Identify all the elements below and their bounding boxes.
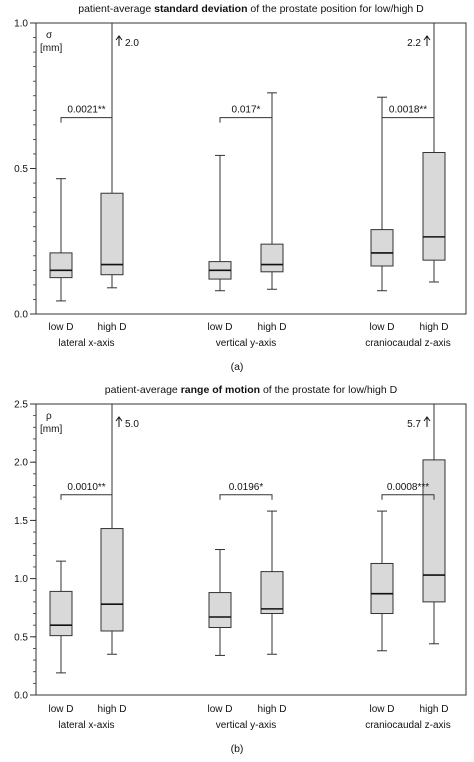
panel-label: (b) — [231, 743, 244, 755]
panel-label: (a) — [231, 361, 244, 373]
box-label: low D — [207, 704, 232, 715]
pvalue-bracket-0: 0.0021** — [60, 105, 113, 123]
pvalue-bracket-1: 0.017* — [219, 105, 273, 123]
box-label: high D — [420, 322, 449, 333]
chart-title-part-1: standard deviation — [154, 3, 247, 15]
box-label: high D — [98, 704, 127, 715]
box-label: low D — [207, 322, 232, 333]
y-tick-label: 1.0 — [14, 574, 28, 585]
box-label: low D — [369, 322, 394, 333]
box-label: high D — [420, 704, 449, 715]
box-0-1: 5.0 — [100, 404, 139, 655]
pvalue-label: 0.0010** — [67, 482, 105, 493]
box-iqr — [370, 562, 394, 615]
box-iqr — [49, 252, 73, 279]
box-1-1 — [260, 92, 284, 290]
box-iqr — [370, 229, 394, 267]
box-iqr — [100, 192, 124, 276]
box-iqr — [100, 528, 124, 632]
box-label: low D — [48, 322, 73, 333]
chart-title-part-2: of the prostate position for low/high D — [247, 3, 424, 15]
group-axis-label: vertical y-axis — [216, 338, 277, 349]
plot-frame — [35, 403, 467, 696]
box-label: low D — [369, 704, 394, 715]
y-axis-unit: [mm] — [40, 424, 62, 435]
box-0-0 — [49, 560, 73, 674]
y-tick-label: 0.5 — [14, 164, 28, 175]
box-2-1: 2.2 — [407, 23, 446, 283]
chart-title: patient-average range of motion of the p… — [105, 384, 398, 396]
chart-title-part-0: patient-average — [105, 384, 181, 396]
pvalue-label: 0.0021** — [67, 105, 105, 116]
box-iqr — [422, 459, 446, 603]
overflow-label: 2.0 — [125, 38, 139, 49]
pvalue-bracket-2: 0.0008*** — [381, 482, 435, 500]
pvalue-bracket-2: 0.0018** — [381, 105, 435, 123]
y-tick-label: 2.0 — [14, 458, 28, 469]
group-axis-label: lateral x-axis — [58, 720, 114, 731]
bracket-line — [381, 117, 435, 123]
y-tick-label: 2.5 — [14, 400, 28, 411]
box-1-0 — [208, 549, 232, 656]
box-0-1: 2.0 — [100, 23, 139, 289]
box-iqr — [422, 151, 446, 261]
pvalue-bracket-1: 0.0196* — [219, 482, 273, 500]
y-tick-label: 1.0 — [14, 19, 28, 30]
chart-title: patient-average standard deviation of th… — [78, 3, 424, 15]
overflow-arrow-icon — [423, 35, 431, 46]
box-iqr — [260, 571, 284, 615]
group-axis-label: lateral x-axis — [58, 338, 114, 349]
panel-a: patient-average standard deviation of th… — [14, 3, 467, 373]
chart-title-part-1: range of motion — [181, 384, 260, 396]
overflow-arrow-icon — [115, 416, 123, 427]
bracket-line — [60, 117, 113, 123]
bracket-line — [219, 117, 273, 123]
y-tick-label: 1.5 — [14, 516, 28, 527]
box-2-0 — [370, 96, 394, 292]
group-axis-label: craniocaudal z-axis — [365, 338, 451, 349]
y-axis-unit: [mm] — [40, 43, 62, 54]
y-tick-label: 0.0 — [14, 691, 28, 702]
box-2-0 — [370, 510, 394, 652]
overflow-label: 2.2 — [407, 38, 421, 49]
box-label: high D — [98, 322, 127, 333]
bracket-line — [381, 494, 435, 500]
overflow-label: 5.7 — [407, 419, 421, 430]
box-1-0 — [208, 154, 232, 292]
box-label: low D — [48, 704, 73, 715]
panel-b: patient-average range of motion of the p… — [14, 384, 467, 755]
box-iqr — [260, 243, 284, 273]
chart-title-part-2: of the prostate for low/high D — [260, 384, 398, 396]
chart-title-part-0: patient-average — [78, 3, 154, 15]
bracket-line — [219, 494, 273, 500]
box-2-1: 5.7 — [407, 404, 446, 645]
box-1-1 — [260, 510, 284, 655]
pvalue-bracket-0: 0.0010** — [60, 482, 113, 500]
y-axis-symbol: ρ — [46, 411, 52, 422]
overflow-arrow-icon — [115, 35, 123, 46]
overflow-label: 5.0 — [125, 419, 139, 430]
y-axis-symbol: σ — [46, 30, 53, 41]
pvalue-label: 0.0018** — [389, 105, 427, 116]
group-axis-label: vertical y-axis — [216, 720, 277, 731]
box-iqr — [208, 592, 232, 628]
box-label: high D — [258, 704, 287, 715]
y-tick-label: 0.5 — [14, 632, 28, 643]
box-0-0 — [49, 178, 73, 302]
y-tick-label: 0.0 — [14, 310, 28, 321]
box-iqr — [49, 590, 73, 637]
pvalue-label: 0.017* — [232, 105, 261, 116]
overflow-arrow-icon — [423, 416, 431, 427]
pvalue-label: 0.0196* — [229, 482, 264, 493]
box-label: high D — [258, 322, 287, 333]
pvalue-label: 0.0008*** — [387, 482, 429, 493]
group-axis-label: craniocaudal z-axis — [365, 720, 451, 731]
bracket-line — [60, 494, 113, 500]
